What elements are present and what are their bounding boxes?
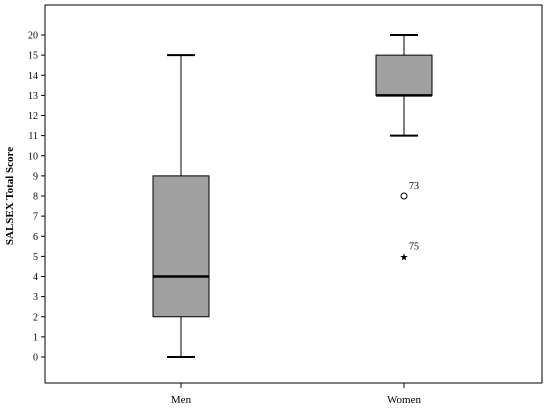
- outlier-star: ★: [400, 252, 409, 263]
- y-tick-label: 8: [33, 192, 38, 203]
- outlier-circle: [400, 192, 408, 200]
- box-iqr: [152, 175, 210, 318]
- y-tick-label: 13: [28, 91, 38, 102]
- y-tick-label: 1: [33, 332, 38, 343]
- x-tick-label: Men: [171, 394, 192, 406]
- y-tick-label: 0: [33, 353, 38, 364]
- outliers: 73 ★75: [400, 181, 419, 263]
- box-iqr: [375, 54, 433, 96]
- y-tick-label: 11: [28, 131, 38, 142]
- outlier-label: 75: [409, 241, 419, 252]
- y-tick-label: 3: [33, 292, 38, 303]
- y-axis-label: SALSEX Total Score: [4, 147, 16, 245]
- y-tick-label: 10: [28, 151, 38, 162]
- y-tick-label: 15: [28, 51, 38, 62]
- y-tick-label: 6: [33, 232, 38, 243]
- y-tick-label: 9: [33, 171, 38, 182]
- box-women: [375, 34, 433, 137]
- y-tick-label: 5: [33, 252, 38, 263]
- y-tick-label: 20: [28, 31, 38, 42]
- y-tick-label: 4: [33, 272, 38, 283]
- y-tick-label: 14: [28, 71, 38, 82]
- plot-frame: [44, 4, 543, 384]
- y-tick-label: 2: [33, 312, 38, 323]
- x-axis: Men Women: [171, 383, 421, 406]
- y-tick-label: 12: [28, 111, 38, 122]
- x-tick-label: Women: [387, 394, 421, 406]
- box-men: [152, 54, 210, 358]
- boxes: [152, 34, 433, 358]
- outlier-label: 73: [409, 181, 419, 192]
- y-tick-label: 7: [33, 212, 38, 223]
